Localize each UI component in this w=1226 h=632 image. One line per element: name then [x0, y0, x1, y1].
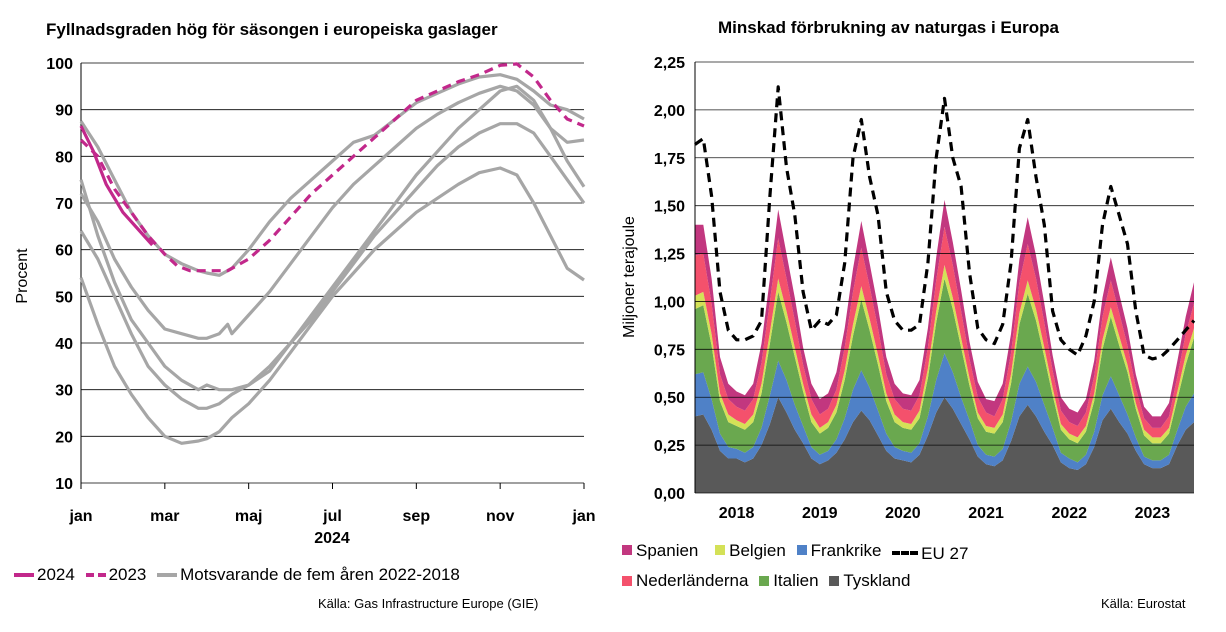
left-y-tick-70: 70 [55, 196, 73, 213]
right-area-belgien [695, 265, 1194, 444]
right-area-nederländerna [695, 226, 1194, 438]
left-y-axis-ticks: 10 20 30 40 50 60 70 80 90 100 [46, 56, 73, 493]
left-series-line-5 [79, 122, 586, 410]
right-chart-title: Minskad förbrukning av naturgas i Europa [718, 18, 1059, 37]
right-y-tick-4: 1,00 [654, 294, 685, 311]
left-y-tick-30: 30 [55, 383, 73, 400]
legend-label-2024: 2024 [37, 565, 75, 584]
left-series-lines [79, 62, 586, 445]
left-y-tick-60: 60 [55, 243, 73, 260]
legend-swatch-nederlanderna [622, 575, 632, 586]
right-x-tick-2018: 2018 [719, 505, 755, 522]
legend-swatch-tyskland [829, 575, 840, 586]
right-y-axis-label: Miljoner terajoule [621, 216, 638, 338]
left-y-tick-40: 40 [55, 336, 73, 353]
legend-label-range: Motsvarande de fem åren 2022-2018 [180, 565, 460, 584]
left-y-tick-50: 50 [55, 289, 73, 306]
legend-item-belgien: Belgien [715, 537, 786, 564]
right-x-axis-ticks: 2018 2019 2020 2021 2022 2023 [719, 505, 1171, 522]
left-x-tick-maj-2: maj [235, 508, 263, 525]
legend-swatch-2023 [85, 573, 106, 577]
left-legend: 2024 2023 Motsvarande de fem åren 2022-2… [14, 562, 466, 585]
legend-swatch-eu27 [892, 551, 919, 555]
right-y-tick-1: 0,25 [654, 438, 685, 455]
left-y-tick-10: 10 [55, 476, 73, 493]
legend-label-eu27: EU 27 [921, 543, 969, 563]
legend-label-2023: 2023 [108, 565, 147, 584]
left-x-tick-jan-0: jan [68, 508, 92, 525]
left-x-tick-sep-4: sep [403, 508, 431, 525]
left-series-line-1 [79, 62, 585, 273]
right-eu27-line [694, 85, 1196, 361]
right-y-tick-7: 1,75 [654, 151, 685, 168]
legend-label-italien: Italien [773, 571, 819, 590]
right-area-italien [695, 278, 1194, 463]
left-series-line-4 [79, 84, 586, 392]
legend-swatch-range [157, 573, 178, 577]
right-y-axis-ticks: 0,00 0,25 0,50 0,75 1,00 1,25 1,50 1,75 2,00 2,25 [654, 55, 685, 503]
right-x-tick-2021: 2021 [968, 505, 1004, 522]
right-y-tick-8: 2,00 [654, 103, 685, 120]
right-x-tick-2022: 2022 [1051, 505, 1087, 522]
legend-swatch-belgien [715, 545, 726, 555]
legend-label-frankrike: Frankrike [810, 540, 882, 560]
left-x-tick-jul-3: jul [322, 508, 342, 525]
legend-swatch-frankrike [796, 545, 807, 555]
legend-item-tyskland: Tyskland [829, 567, 910, 594]
left-y-tick-80: 80 [55, 149, 73, 166]
legend-item-2023: 2023 [85, 565, 147, 585]
right-y-tick-5: 1,25 [654, 247, 685, 264]
left-x-tick-jan-6: jan [571, 508, 595, 525]
right-y-tick-3: 0,75 [654, 342, 685, 359]
legend-label-spanien: Spanien [636, 540, 699, 560]
legend-item-frankrike: Frankrike [796, 537, 882, 564]
legend-swatch-spanien [622, 545, 632, 555]
left-y-axis-label: Procent [14, 248, 31, 304]
left-y-tick-20: 20 [55, 429, 73, 446]
left-x-tick-mar-1: mar [150, 508, 179, 525]
left-x-axis-year-label: 2024 [314, 530, 350, 547]
legend-item-range: Motsvarande de fem åren 2022-2018 [157, 565, 460, 585]
right-y-tick-0: 0,00 [654, 486, 685, 503]
legend-label-nederlanderna: Nederländerna [636, 571, 749, 590]
legend-swatch-2024 [14, 573, 34, 577]
left-y-tick-90: 90 [55, 103, 73, 120]
legend-label-tyskland: Tyskland [843, 571, 911, 590]
right-y-tick-6: 1,50 [654, 199, 685, 216]
right-stacked-areas [695, 199, 1194, 493]
left-y-tick-100: 100 [46, 56, 73, 73]
left-series-line-2 [79, 73, 585, 277]
right-y-tick-9: 2,25 [654, 55, 685, 72]
left-series-line-6 [79, 166, 585, 445]
right-area-spanien [695, 199, 1194, 428]
legend-item-2024: 2024 [14, 565, 75, 585]
right-source: Källa: Eurostat [1101, 596, 1186, 611]
right-gridlines [694, 61, 1194, 494]
legend-item-italien: Italien [759, 567, 819, 594]
right-x-tick-2019: 2019 [802, 505, 838, 522]
legend-swatch-italien [759, 575, 770, 586]
left-source: Källa: Gas Infrastructure Europe (GIE) [318, 596, 539, 611]
right-legend: Spanien Belgien Frankrike EU 27 Nederlän… [622, 536, 974, 594]
right-eu27-path [694, 85, 1196, 361]
left-series-line-3 [79, 84, 585, 340]
right-area-frankrike [695, 353, 1194, 470]
left-chart-title: Fyllnadsgraden hög för säsongen i europe… [46, 20, 498, 39]
legend-label-belgien: Belgien [729, 540, 786, 560]
left-x-tick-nov-5: nov [486, 508, 515, 525]
legend-item-eu27: EU 27 [892, 540, 968, 567]
left-gridlines [80, 62, 584, 484]
left-series-line-0 [79, 125, 154, 247]
legend-item-nederlanderna: Nederländerna [622, 567, 748, 594]
left-x-axis-ticks: jan mar maj jul sep nov jan [68, 483, 596, 525]
right-y-tick-2: 0,50 [654, 390, 685, 407]
right-x-tick-2020: 2020 [885, 505, 921, 522]
legend-item-spanien: Spanien [622, 537, 698, 564]
right-x-tick-2023: 2023 [1135, 505, 1171, 522]
